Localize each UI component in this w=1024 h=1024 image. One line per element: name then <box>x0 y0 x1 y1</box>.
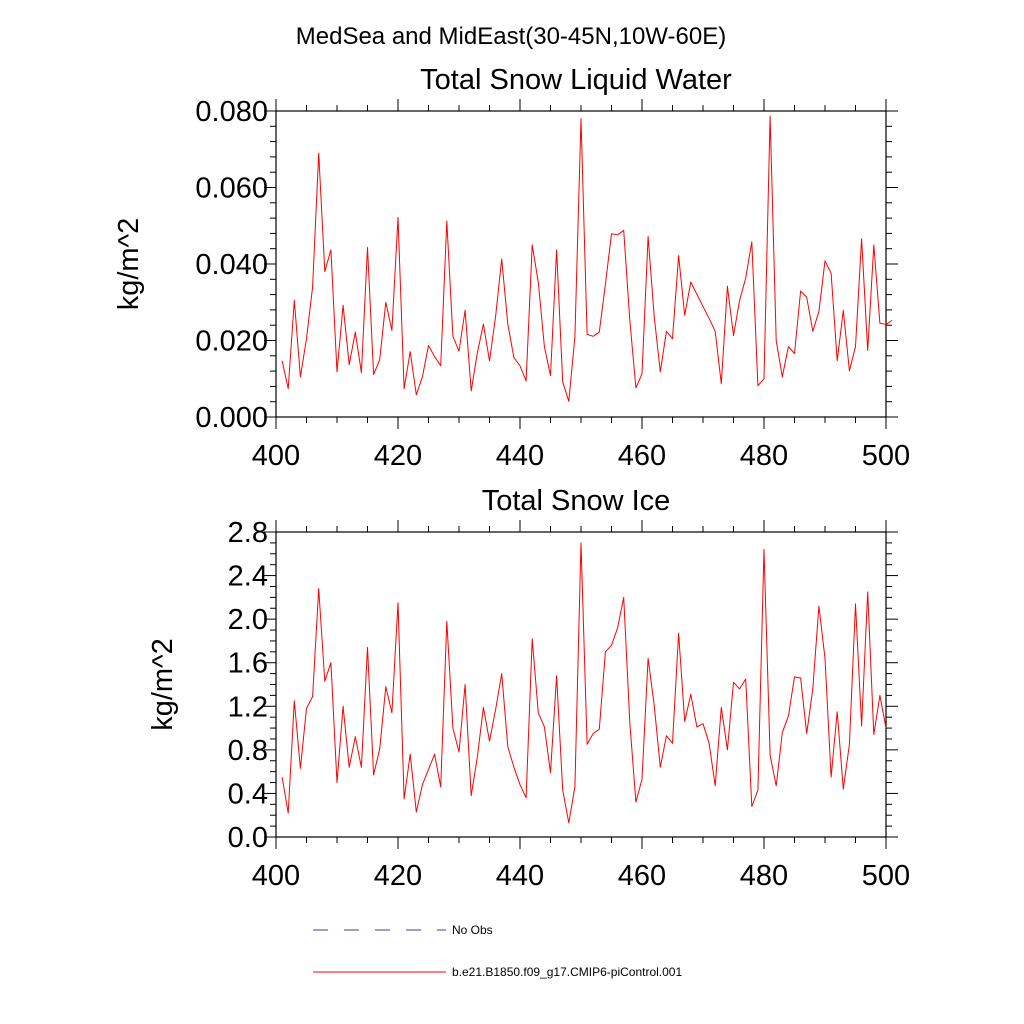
x-tick-label: 480 <box>740 440 788 472</box>
figure-title: MedSea and MidEast(30-45N,10W-60E) <box>296 23 726 50</box>
y-tick-label: 1.6 <box>228 648 268 680</box>
y-tick-label: 2.4 <box>228 561 268 593</box>
x-tick-label: 500 <box>862 860 910 892</box>
legend: No Obs b.e21.B1850.f09_g17.CMIP6-piContr… <box>313 923 682 979</box>
panel-snow-ice: Total Snow Ice 400 420 440 460 480 500 0.0 0.4 0.… <box>147 485 910 892</box>
x-tick-label: 420 <box>374 860 422 892</box>
legend-label-model: b.e21.B1850.f09_g17.CMIP6-piControl.001 <box>452 965 682 979</box>
x-tick-label: 480 <box>740 860 788 892</box>
x-tick-label: 460 <box>618 860 666 892</box>
y-tick-label: 2.0 <box>228 604 268 636</box>
panel-snow-liquid-water: Total Snow Liquid Water 400 420 440 460 480 50… <box>113 64 910 472</box>
y-tick-label: 0.4 <box>228 778 268 810</box>
y-tick-label: 0.080 <box>195 96 268 128</box>
y-tick-label: 0.040 <box>195 249 268 281</box>
panel-title: Total Snow Liquid Water <box>420 64 732 96</box>
x-tick-label: 400 <box>252 440 300 472</box>
y-axis-label: kg/m^2 <box>113 218 145 311</box>
y-tick-label: 0.000 <box>195 402 268 434</box>
y-tick-label: 2.8 <box>228 517 268 549</box>
y-axis-label: kg/m^2 <box>147 638 179 731</box>
x-tick-label: 460 <box>618 440 666 472</box>
y-tick-label: 0.0 <box>228 822 268 854</box>
x-tick-label: 500 <box>862 440 910 472</box>
x-tick-label: 420 <box>374 440 422 472</box>
y-tick-label: 0.060 <box>195 173 268 205</box>
x-tick-label: 440 <box>496 860 544 892</box>
panel-title: Total Snow Ice <box>482 485 671 517</box>
series-line <box>281 115 893 402</box>
plot-frame <box>275 531 887 838</box>
y-tick-label: 0.020 <box>195 326 268 358</box>
x-tick-label: 400 <box>252 860 300 892</box>
plot-frame <box>275 110 887 418</box>
series-line <box>281 542 887 824</box>
legend-label-no-obs: No Obs <box>452 923 493 937</box>
y-tick-label: 0.8 <box>228 735 268 767</box>
x-tick-label: 440 <box>496 440 544 472</box>
y-tick-label: 1.2 <box>228 691 268 723</box>
